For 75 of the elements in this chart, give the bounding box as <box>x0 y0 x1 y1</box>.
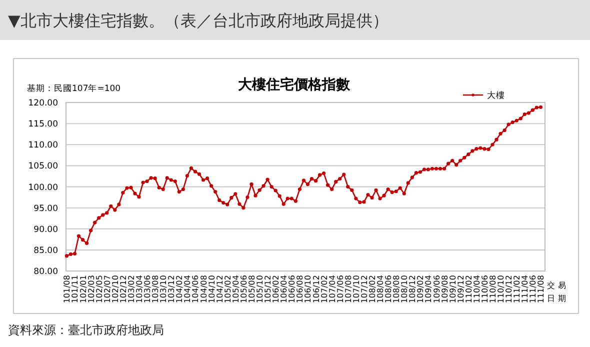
x-tick-label: 106/12 <box>312 275 321 304</box>
x-tick-label: 101/11 <box>70 275 80 304</box>
x-tick-label: 110/12 <box>504 275 514 304</box>
x-tick-label: 111/04 <box>520 275 530 304</box>
x-tick-label: 109/08 <box>440 275 450 304</box>
x-tick-label: 106/06 <box>288 275 297 304</box>
x-tick-label: 108/10 <box>400 275 410 304</box>
x-tick-label: 104/10 <box>207 275 216 304</box>
x-tick-label: 106/02 <box>272 275 281 304</box>
y-tick-label: 80.00 <box>34 267 58 277</box>
y-tick-label: 110.00 <box>28 140 58 151</box>
x-tick-label: 110/04 <box>472 275 482 304</box>
x-tick-label: 108/02 <box>368 275 377 304</box>
y-tick-label: 100.00 <box>28 182 58 193</box>
x-tick-label: 105/04 <box>231 275 240 304</box>
x-tick-label: 107/02 <box>320 275 329 304</box>
source-note: 資料來源：臺北市政府地政局 <box>8 323 164 337</box>
x-tick-label: 110/08 <box>488 275 498 304</box>
x-tick-label: 106/08 <box>296 275 305 304</box>
x-tick-label: 106/04 <box>280 275 289 304</box>
x-tick-label: 107/04 <box>328 275 337 304</box>
y-tick-label: 95.00 <box>34 204 58 214</box>
x-tick-label: 109/12 <box>456 275 466 304</box>
x-tick-label: 102/07 <box>102 275 112 304</box>
x-tick-label: 102/05 <box>94 275 104 304</box>
x-tick-label: 105/08 <box>247 275 256 304</box>
y-tick-label: 85.00 <box>34 246 58 256</box>
chart-title: 大樓住宅價格指數 <box>238 76 351 93</box>
x-tick-label: 111/06 <box>528 275 538 304</box>
y-tick-label: 120.00 <box>28 98 58 108</box>
x-tick-label: 104/02 <box>175 275 184 304</box>
x-tick-label: 107/12 <box>360 275 369 304</box>
x-axis-title: 交易日期 <box>547 281 569 303</box>
x-tick-label: 103/02 <box>126 275 136 304</box>
x-tick-label: 103/06 <box>143 275 152 304</box>
x-tick-label: 103/08 <box>151 275 160 304</box>
x-tick-label: 102/01 <box>78 275 88 304</box>
x-tick-label: 109/10 <box>448 275 458 304</box>
x-tick-label: 103/04 <box>135 275 144 304</box>
x-tick-label: 105/12 <box>264 275 273 304</box>
x-tick-label: 108/12 <box>408 275 418 304</box>
x-tick-label: 111/08 <box>536 275 546 304</box>
legend-label: 大樓 <box>487 90 505 101</box>
x-tick-label: 110/10 <box>496 275 506 304</box>
y-tick-label: 105.00 <box>28 162 58 172</box>
x-tick-label: 105/06 <box>239 275 248 304</box>
x-tick-label: 102/12 <box>118 275 128 304</box>
x-tick-label: 109/04 <box>424 275 434 304</box>
x-tick-label: 110/02 <box>464 275 474 304</box>
x-tick-label: 104/06 <box>191 275 200 304</box>
x-tick-label: 105/10 <box>256 275 265 304</box>
x-tick-label: 108/08 <box>392 275 402 304</box>
x-tick-label: 110/06 <box>480 275 490 304</box>
x-tick-label: 111/02 <box>512 275 522 304</box>
x-tick-label: 109/02 <box>416 275 426 304</box>
y-tick-label: 115.00 <box>28 120 58 130</box>
x-tick-label: 108/04 <box>376 275 386 304</box>
x-tick-label: 102/10 <box>110 275 120 304</box>
x-tick-label: 104/12 <box>215 275 224 304</box>
x-tick-label: 108/06 <box>384 275 394 304</box>
x-tick-label: 107/10 <box>352 275 361 304</box>
chart-subtitle: 基期：民國107年=100 <box>27 83 121 94</box>
x-tick-label: 101/08 <box>62 275 72 304</box>
x-tick-label: 104/08 <box>199 275 208 304</box>
text: ▼北市大樓住宅指數。（表／台北市政府地政局提供） <box>8 11 388 30</box>
x-tick-label: 104/04 <box>183 275 192 304</box>
x-tick-label: 107/08 <box>344 275 353 304</box>
x-tick-label: 103/12 <box>167 275 176 304</box>
x-tick-label: 103/10 <box>159 275 168 304</box>
y-tick-label: 90.00 <box>34 224 58 235</box>
x-tick-label: 109/06 <box>432 275 442 304</box>
x-tick-label: 105/02 <box>223 275 232 304</box>
x-tick-label: 102/03 <box>86 275 96 304</box>
x-tick-label: 106/10 <box>304 275 313 304</box>
x-tick-label: 107/06 <box>336 275 345 304</box>
